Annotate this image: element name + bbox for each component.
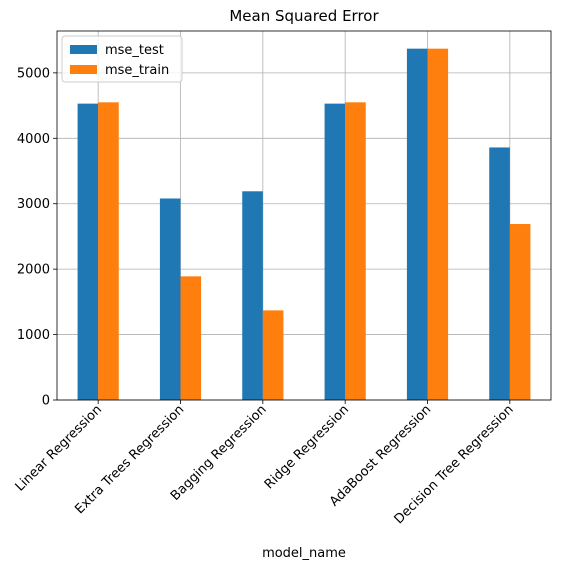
bar-mse-test: [77, 103, 99, 400]
y-tick-label: 5000: [17, 66, 50, 81]
legend-swatch: [70, 65, 97, 74]
grid: [57, 31, 551, 401]
legend-label: mse_test: [105, 43, 164, 58]
y-tick-label: 0: [42, 394, 50, 409]
legend-label: mse_train: [105, 63, 169, 78]
bar-mse-train: [180, 276, 202, 400]
y-tick-label: 4000: [17, 132, 50, 147]
bar-mse-train: [345, 102, 366, 400]
bar-mse-test: [242, 191, 263, 400]
x-tick-label: Linear Regression: [13, 402, 105, 494]
legend: mse_test mse_train: [61, 35, 183, 83]
bar-mse-test: [159, 198, 181, 400]
y-tick-label: 1000: [17, 328, 50, 343]
bar-mse-test: [406, 48, 428, 401]
bar-mse-test: [489, 147, 510, 400]
legend-swatch: [70, 45, 97, 54]
x-axis-label: model_name: [262, 546, 346, 561]
x-tick-label: Bagging Regression: [168, 402, 270, 504]
bars: [77, 48, 531, 401]
chart-title: Mean Squared Error: [229, 7, 379, 25]
y-tick-label: 3000: [17, 197, 50, 212]
y-axis: 0 1000 2000 3000 4000 5000: [17, 66, 57, 409]
bar-mse-train: [509, 224, 531, 400]
bar-mse-test: [324, 103, 346, 400]
bar-mse-train: [262, 310, 284, 400]
x-tick-label: Ridge Regression: [262, 402, 352, 492]
plot-frame: [56, 30, 552, 401]
bar-mse-train: [427, 48, 449, 401]
bar-mse-train: [98, 102, 119, 400]
y-tick-label: 2000: [17, 263, 50, 278]
